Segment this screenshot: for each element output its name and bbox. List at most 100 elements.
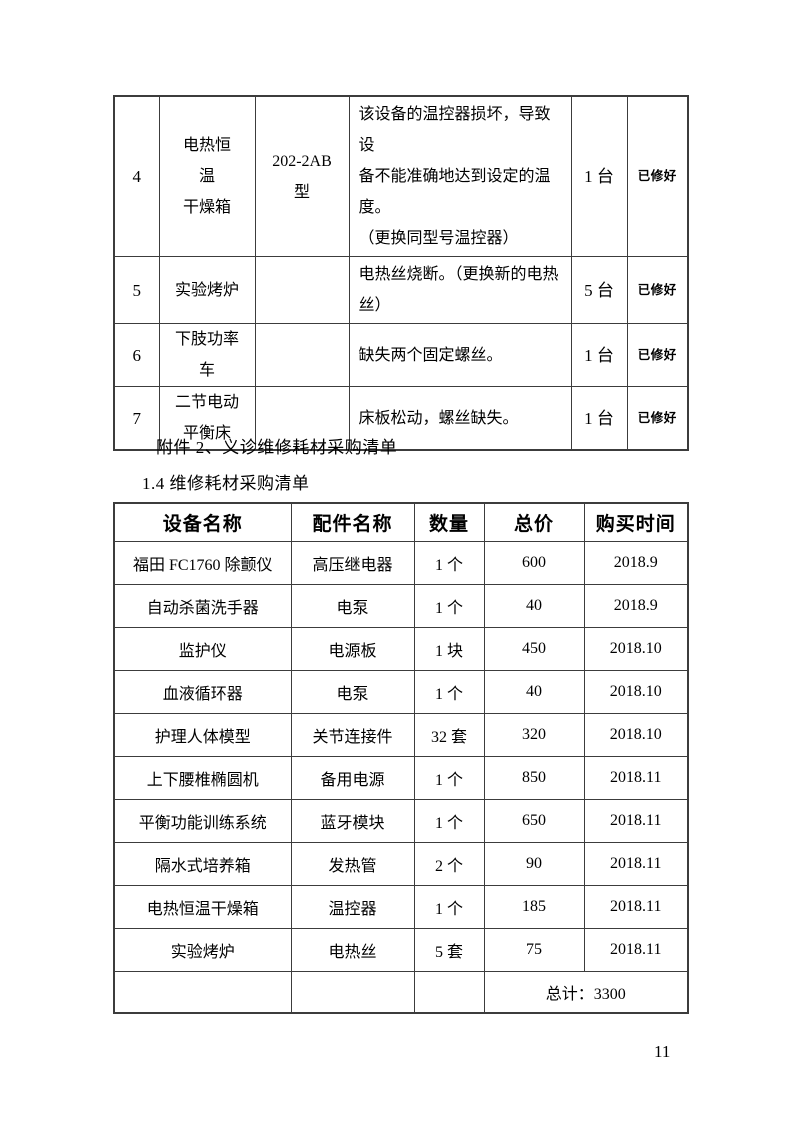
price-cell: 40 xyxy=(483,670,585,714)
header-part-name: 配件名称 xyxy=(290,502,415,542)
part-cell: 电热丝 xyxy=(290,928,415,972)
table-header-row: 设备名称 配件名称 数量 总价 购买时间 xyxy=(113,502,689,542)
date-cell: 2018.11 xyxy=(583,756,689,800)
table-row: 隔水式培养箱 发热管 2 个 90 2018.11 xyxy=(113,842,689,886)
table-row: 6 下肢功率 车 缺失两个固定螺丝。 1 台 已修好 xyxy=(113,323,689,387)
serial-cell: 7 xyxy=(113,386,160,451)
quantity-cell: 1 个 xyxy=(413,584,485,628)
device-cell: 血液循环器 xyxy=(113,670,292,714)
table-row: 福田 FC1760 除颤仪 高压继电器 1 个 600 2018.9 xyxy=(113,541,689,585)
part-cell: 蓝牙模块 xyxy=(290,799,415,843)
table-row: 电热恒温干燥箱 温控器 1 个 185 2018.11 xyxy=(113,885,689,929)
model-cell xyxy=(254,256,350,324)
total-amount-cell: 总计：3300 xyxy=(483,971,689,1014)
device-cell: 护理人体模型 xyxy=(113,713,292,757)
list-subheading: 1.4 维修耗材采购清单 xyxy=(142,474,310,493)
table-row: 上下腰椎椭圆机 备用电源 1 个 850 2018.11 xyxy=(113,756,689,800)
date-cell: 2018.10 xyxy=(583,627,689,671)
part-cell: 发热管 xyxy=(290,842,415,886)
quantity-cell: 1 个 xyxy=(413,885,485,929)
header-device-name: 设备名称 xyxy=(113,502,292,542)
quantity-cell: 1 台 xyxy=(570,323,628,387)
issue-cell: 缺失两个固定螺丝。 xyxy=(348,323,572,387)
part-cell: 电源板 xyxy=(290,627,415,671)
header-total-price: 总价 xyxy=(483,502,585,542)
price-cell: 40 xyxy=(483,584,585,628)
table-row: 监护仪 电源板 1 块 450 2018.10 xyxy=(113,627,689,671)
table-row: 自动杀菌洗手器 电泵 1 个 40 2018.9 xyxy=(113,584,689,628)
header-quantity: 数量 xyxy=(413,502,485,542)
price-cell: 90 xyxy=(483,842,585,886)
header-purchase-date: 购买时间 xyxy=(583,502,689,542)
serial-cell: 4 xyxy=(113,95,160,257)
repair-table: 4 电热恒 温 干燥箱 202-2AB 型 该设备的温控器损坏，导致设 备不能准… xyxy=(113,95,689,451)
issue-cell: 电热丝烧断。（更换新的电热 丝） xyxy=(348,256,572,324)
device-cell: 福田 FC1760 除颤仪 xyxy=(113,541,292,585)
model-cell: 202-2AB 型 xyxy=(254,95,350,257)
device-cell: 电热恒 温 干燥箱 xyxy=(158,95,256,257)
part-cell: 高压继电器 xyxy=(290,541,415,585)
quantity-cell: 5 台 xyxy=(570,256,628,324)
table-row: 5 实验烤炉 电热丝烧断。（更换新的电热 丝） 5 台 已修好 xyxy=(113,256,689,324)
quantity-cell: 2 个 xyxy=(413,842,485,886)
empty-cell xyxy=(290,971,415,1014)
status-cell: 已修好 xyxy=(626,256,689,324)
price-cell: 600 xyxy=(483,541,585,585)
device-cell: 平衡功能训练系统 xyxy=(113,799,292,843)
serial-cell: 5 xyxy=(113,256,160,324)
table-row: 实验烤炉 电热丝 5 套 75 2018.11 xyxy=(113,928,689,972)
date-cell: 2018.9 xyxy=(583,541,689,585)
device-cell: 下肢功率 车 xyxy=(158,323,256,387)
price-cell: 75 xyxy=(483,928,585,972)
issue-cell: 床板松动，螺丝缺失。 xyxy=(348,386,572,451)
device-cell: 电热恒温干燥箱 xyxy=(113,885,292,929)
device-cell: 实验烤炉 xyxy=(158,256,256,324)
device-cell: 自动杀菌洗手器 xyxy=(113,584,292,628)
device-cell: 实验烤炉 xyxy=(113,928,292,972)
date-cell: 2018.11 xyxy=(583,885,689,929)
status-cell: 已修好 xyxy=(626,323,689,387)
date-cell: 2018.9 xyxy=(583,584,689,628)
attachment-heading: 附件 2、义诊维修耗材采购清单 xyxy=(156,438,398,457)
date-cell: 2018.11 xyxy=(583,842,689,886)
quantity-cell: 1 台 xyxy=(570,95,628,257)
date-cell: 2018.11 xyxy=(583,928,689,972)
table-row: 4 电热恒 温 干燥箱 202-2AB 型 该设备的温控器损坏，导致设 备不能准… xyxy=(113,95,689,257)
empty-cell xyxy=(113,971,292,1014)
purchase-table: 设备名称 配件名称 数量 总价 购买时间 福田 FC1760 除颤仪 高压继电器… xyxy=(113,502,689,1014)
part-cell: 温控器 xyxy=(290,885,415,929)
quantity-cell: 1 个 xyxy=(413,541,485,585)
serial-cell: 6 xyxy=(113,323,160,387)
model-cell xyxy=(254,323,350,387)
quantity-cell: 32 套 xyxy=(413,713,485,757)
table-row: 7 二节电动 平衡床 床板松动，螺丝缺失。 1 台 已修好 xyxy=(113,386,689,451)
quantity-cell: 1 台 xyxy=(570,386,628,451)
price-cell: 185 xyxy=(483,885,585,929)
date-cell: 2018.10 xyxy=(583,670,689,714)
date-cell: 2018.11 xyxy=(583,799,689,843)
page-number: 11 xyxy=(654,1042,671,1061)
device-cell: 上下腰椎椭圆机 xyxy=(113,756,292,800)
device-cell: 监护仪 xyxy=(113,627,292,671)
device-cell: 隔水式培养箱 xyxy=(113,842,292,886)
part-cell: 电泵 xyxy=(290,670,415,714)
part-cell: 备用电源 xyxy=(290,756,415,800)
price-cell: 320 xyxy=(483,713,585,757)
status-cell: 已修好 xyxy=(626,95,689,257)
issue-cell: 该设备的温控器损坏，导致设 备不能准确地达到设定的温 度。 （更换同型号温控器） xyxy=(348,95,572,257)
quantity-cell: 1 块 xyxy=(413,627,485,671)
empty-cell xyxy=(413,971,485,1014)
table-row: 平衡功能训练系统 蓝牙模块 1 个 650 2018.11 xyxy=(113,799,689,843)
price-cell: 650 xyxy=(483,799,585,843)
table-row: 血液循环器 电泵 1 个 40 2018.10 xyxy=(113,670,689,714)
date-cell: 2018.10 xyxy=(583,713,689,757)
total-row: 总计：3300 xyxy=(113,971,689,1014)
quantity-cell: 1 个 xyxy=(413,799,485,843)
price-cell: 450 xyxy=(483,627,585,671)
quantity-cell: 1 个 xyxy=(413,756,485,800)
part-cell: 电泵 xyxy=(290,584,415,628)
status-cell: 已修好 xyxy=(626,386,689,451)
quantity-cell: 1 个 xyxy=(413,670,485,714)
quantity-cell: 5 套 xyxy=(413,928,485,972)
